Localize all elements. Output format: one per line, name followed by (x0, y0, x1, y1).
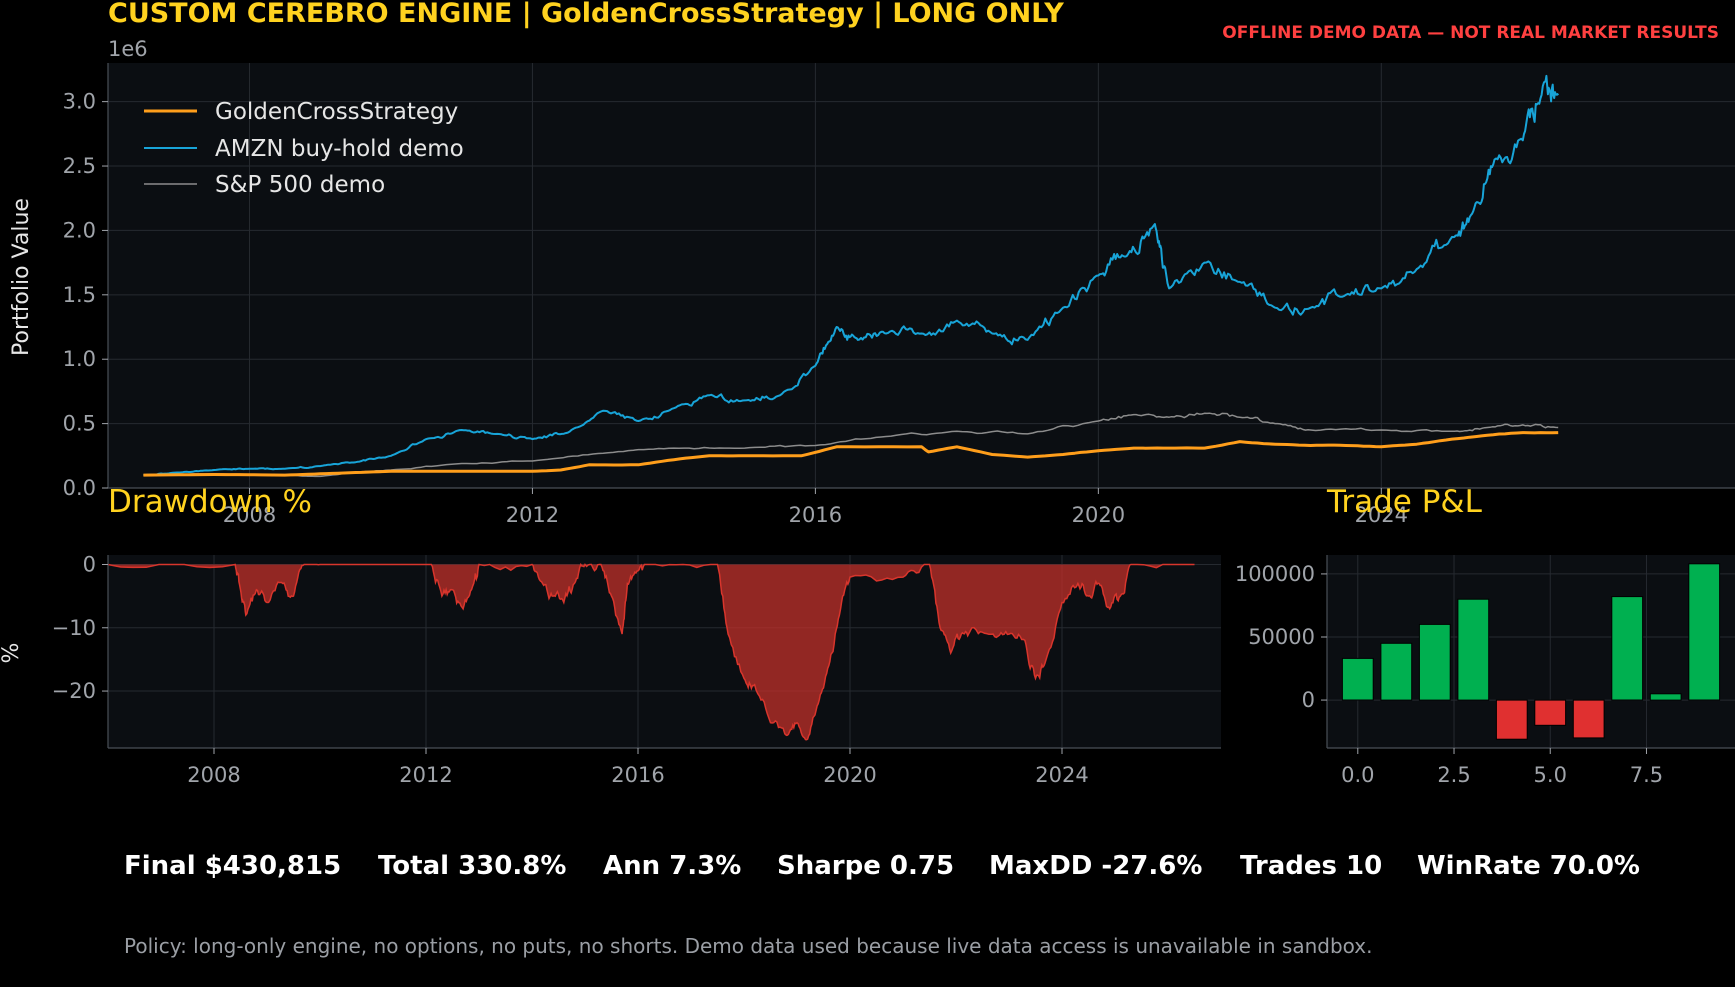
pnl-title: Trade P&L (1326, 484, 1483, 520)
drawdown-tick-label-x: 2008 (187, 763, 240, 787)
drawdown-ticks: 2008 2012 2016 2020 2024 0 −10 −20 (52, 552, 1089, 787)
equity-tick-label-x: 2016 (789, 503, 842, 527)
drawdown-tick-label-x: 2024 (1035, 763, 1088, 787)
drawdown-tick-label-x: 2016 (611, 763, 664, 787)
legend-label-strategy: GoldenCrossStrategy (215, 99, 458, 125)
demo-warning: OFFLINE DEMO DATA — NOT REAL MARKET RESU… (1222, 23, 1719, 43)
drawdown-tick-label-y: −20 (52, 679, 96, 703)
pnl-tick-label-y: 50000 (1248, 625, 1315, 649)
series-line-strategy (143, 431, 1559, 477)
pnl-bar (1495, 699, 1528, 740)
drawdown-series (107, 562, 1195, 741)
equity-tick-label-y: 1.0 (63, 347, 96, 371)
equity-tick-label-y: 0.5 (63, 412, 96, 436)
pnl-tick-label-x: 2.5 (1437, 763, 1470, 787)
pnl-bar (1534, 699, 1567, 726)
equity-offset-label: 1e6 (108, 37, 148, 61)
legend-label-sp500: S&P 500 demo (215, 172, 385, 198)
pnl-bar (1688, 563, 1721, 701)
stat-sharpe: Sharpe 0.75 (777, 851, 954, 881)
equity-tick-label-y: 3.0 (63, 90, 96, 114)
stat-total: Total 330.8% (378, 851, 566, 881)
equity-tick-label-y: 0.0 (63, 476, 96, 500)
pnl-bar (1572, 699, 1605, 739)
pnl-bar (1611, 596, 1644, 701)
series-line-amzn (143, 74, 1560, 477)
drawdown-tick-label-y: −10 (52, 616, 96, 640)
drawdown-tick-label-x: 2012 (399, 763, 452, 787)
equity-ticks: 2008 2012 2016 2020 2024 0.0 0.5 1.0 1.5 2.0 2.5 3.… (63, 90, 1408, 527)
legend-label-amzn: AMZN buy-hold demo (215, 136, 464, 162)
equity-tick-label-y: 1.5 (63, 283, 96, 307)
drawdown-y-axis-label: % (0, 643, 24, 664)
pnl-tick-label-x: 7.5 (1630, 763, 1663, 787)
stats-bar: Final $430,815 Total 330.8% Ann 7.3% Sha… (124, 851, 1640, 881)
pnl-tick-label-y: 100000 (1235, 562, 1315, 586)
pnl-bars (1341, 563, 1721, 740)
pnl-tick-label-x: 5.0 (1534, 763, 1567, 787)
stat-trades: Trades 10 (1240, 851, 1382, 881)
equity-plot-area (108, 63, 1735, 488)
stat-ann: Ann 7.3% (603, 851, 741, 881)
pnl-bar (1457, 598, 1490, 701)
stat-final: Final $430,815 (124, 851, 341, 881)
stat-winrate: WinRate 70.0% (1417, 851, 1640, 881)
equity-tick-label-x: 2024 (1355, 503, 1408, 527)
trade-pnl-chart: 0.0 2.5 5.0 7.5 0 50000 100000 Trade P&L (1235, 484, 1735, 787)
equity-y-axis-label: Portfolio Value (9, 198, 34, 356)
drawdown-title: Drawdown % (108, 484, 312, 520)
equity-series (143, 74, 1560, 478)
policy-note: Policy: long-only engine, no options, no… (124, 934, 1372, 958)
chart-title: CUSTOM CEREBRO ENGINE | GoldenCrossStrat… (108, 0, 1064, 29)
equity-tick-label-x: 2012 (506, 503, 559, 527)
pnl-bar (1341, 657, 1374, 701)
drawdown-area (108, 564, 1195, 740)
pnl-bar (1649, 693, 1682, 701)
drawdown-tick-label-y: 0 (83, 552, 96, 576)
pnl-tick-label-y: 0 (1302, 688, 1315, 712)
equity-tick-label-x: 2020 (1072, 503, 1125, 527)
equity-tick-label-x: 2008 (223, 503, 276, 527)
drawdown-line (107, 562, 1195, 741)
drawdown-chart: 2008 2012 2016 2020 2024 0 −10 −20 Drawdown % % (0, 484, 1221, 787)
equity-chart: 2008 2012 2016 2020 2024 0.0 0.5 1.0 1.5 2.0 2.5 3.… (9, 37, 1735, 527)
equity-legend: GoldenCrossStrategy AMZN buy-hold demo S… (144, 99, 464, 198)
drawdown-tick-label-x: 2020 (823, 763, 876, 787)
pnl-tick-label-x: 0.0 (1341, 763, 1374, 787)
pnl-ticks: 0.0 2.5 5.0 7.5 0 50000 100000 (1235, 562, 1663, 787)
equity-tick-label-y: 2.5 (63, 154, 96, 178)
pnl-bar (1418, 623, 1451, 701)
pnl-bar (1380, 642, 1413, 701)
equity-tick-label-y: 2.0 (63, 218, 96, 242)
stat-maxdd: MaxDD -27.6% (989, 851, 1202, 881)
